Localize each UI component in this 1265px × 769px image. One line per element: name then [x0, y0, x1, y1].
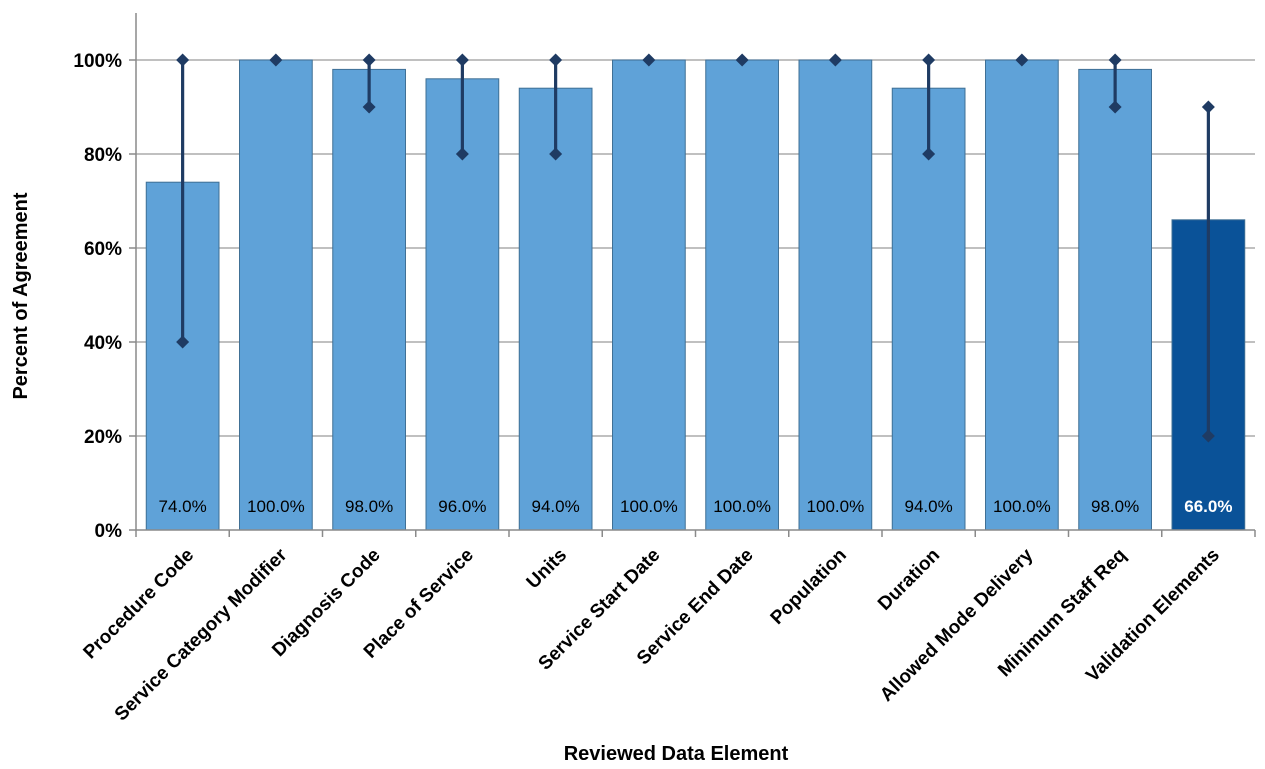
range-high-marker [549, 53, 563, 67]
range-low-marker [922, 147, 936, 161]
data-label: 100.0% [620, 497, 678, 516]
y-tick-label: 40% [84, 333, 122, 354]
bar [332, 68, 406, 531]
data-labels: 74.0% 100.0% 98.0% 96.0% 94.0% 100.0% 100.0% 10… [159, 497, 1233, 516]
range-high-marker [1201, 100, 1215, 114]
y-tick-label: 0% [95, 521, 123, 542]
data-label: 100.0% [713, 497, 771, 516]
data-label: 74.0% [159, 497, 207, 516]
range-low-marker [549, 147, 563, 161]
range-low-marker [1201, 429, 1215, 443]
y-axis-title: Percent of Agreement [10, 192, 32, 399]
x-tick-label: Allowed Mode Delivery [876, 544, 1037, 705]
x-tick-label: Duration [874, 545, 944, 615]
bar [985, 59, 1059, 531]
range-high-marker [642, 53, 656, 67]
data-label: 98.0% [1091, 497, 1139, 516]
range-low-marker [455, 147, 469, 161]
range-high-marker [269, 53, 283, 67]
range-high-marker [1108, 53, 1122, 67]
data-label: 100.0% [247, 497, 305, 516]
data-label: 98.0% [345, 497, 393, 516]
data-label: 94.0% [905, 497, 953, 516]
bar [239, 59, 313, 531]
range-low-marker [176, 335, 190, 349]
x-axis-title: Reviewed Data Element [564, 743, 789, 765]
bars [145, 59, 1246, 531]
x-tick-label: Service Category Modifier [111, 544, 292, 725]
range-high-marker [362, 53, 376, 67]
range-high-marker [735, 53, 749, 67]
data-label: 100.0% [993, 497, 1051, 516]
range-low-marker [362, 100, 376, 114]
data-label: 94.0% [532, 497, 580, 516]
y-tick-label: 20% [84, 427, 122, 448]
bar [612, 59, 686, 531]
bar [798, 59, 873, 531]
range-high-marker [922, 53, 936, 67]
range-high-marker [176, 53, 190, 67]
x-tick-label: Units [523, 545, 571, 593]
y-tick-label: 100% [73, 51, 122, 72]
range-high-marker [1015, 53, 1029, 67]
data-label: 66.0% [1184, 497, 1232, 516]
range-markers [176, 53, 1215, 443]
y-tick-labels: 0% 20% 40% 60% 80% 100% [73, 51, 122, 542]
range-low-marker [1108, 100, 1122, 114]
data-label: 100.0% [807, 497, 865, 516]
range-high-marker [455, 53, 469, 67]
data-label: 96.0% [438, 497, 486, 516]
y-tick-label: 60% [84, 239, 122, 260]
gridlines [136, 59, 1255, 437]
axes [129, 13, 1256, 537]
y-tick-label: 80% [84, 145, 122, 166]
x-tick-label: Population [767, 545, 851, 629]
range-high-marker [828, 53, 842, 67]
bar [705, 59, 779, 531]
bar [1078, 68, 1152, 531]
